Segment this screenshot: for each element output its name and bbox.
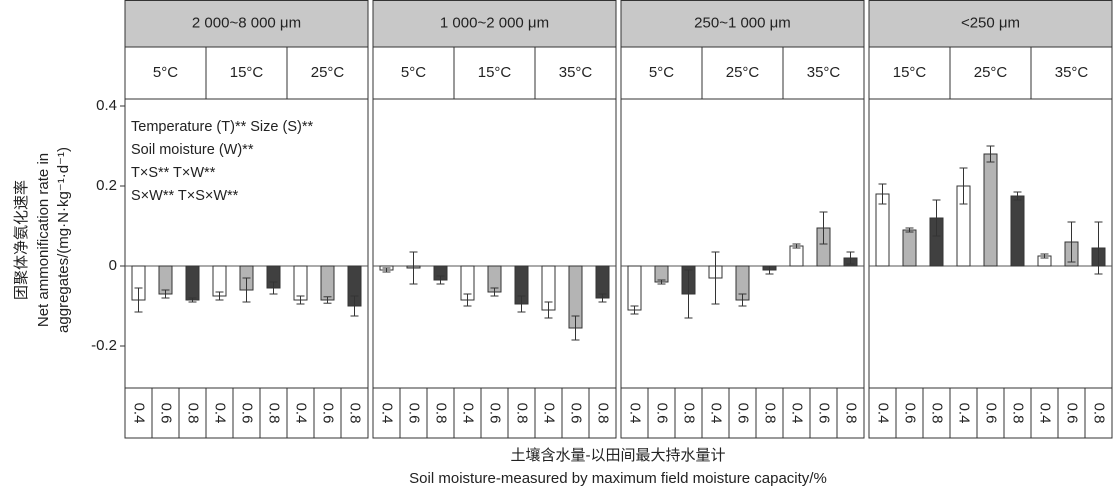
x-tick-label: 0.8: [185, 403, 202, 424]
x-tick-label: 0.6: [568, 403, 585, 424]
group-label: 15°C: [893, 64, 927, 81]
y-tick-label: 0: [109, 257, 117, 274]
facet-title: <250 μm: [961, 14, 1020, 31]
x-tick-label: 0.4: [379, 403, 396, 424]
y-tick-label: 0.2: [96, 177, 117, 194]
x-tick-label: 0.8: [433, 403, 450, 424]
bar: [320, 265, 335, 301]
x-tick-label: 0.4: [541, 403, 558, 424]
x-tick-label: 0.8: [1010, 403, 1027, 424]
x-tick-label: 0.8: [929, 403, 946, 424]
x-tick-label: 0.8: [762, 403, 779, 424]
bar: [902, 229, 917, 267]
x-tick-label: 0.4: [789, 403, 806, 424]
group-label: 35°C: [807, 64, 841, 81]
group-strip: [868, 46, 1113, 100]
group-label: 35°C: [1055, 64, 1089, 81]
x-tick-label: 0.6: [983, 403, 1000, 424]
bar: [595, 265, 610, 299]
x-tick-label: 0.8: [681, 403, 698, 424]
group-label: 5°C: [401, 64, 426, 81]
x-label-zh: 土壤含水量-以田间最大持水量计: [510, 446, 725, 464]
facet-header: [372, 0, 617, 48]
annotation: T×S** T×W**: [131, 165, 216, 181]
group-label: 35°C: [559, 64, 593, 81]
group-label: 25°C: [726, 64, 760, 81]
y-tick-label: -0.2: [91, 337, 117, 354]
y-label-en: Net ammonification rate in: [35, 153, 52, 327]
x-tick-label: 0.6: [320, 403, 337, 424]
x-tick-label: 0.8: [595, 403, 612, 424]
x-tick-label: 0.4: [212, 403, 229, 424]
facet-title: 2 000~8 000 μm: [192, 14, 301, 31]
bar: [185, 265, 200, 301]
facet-title: 250~1 000 μm: [694, 14, 791, 31]
bar: [1010, 195, 1025, 267]
x-tick-label: 0.4: [627, 403, 644, 424]
bar: [627, 265, 642, 311]
group-label: 25°C: [311, 64, 345, 81]
y-label-en: aggregates/(mg·N·kg⁻¹·d⁻¹): [55, 147, 72, 333]
plot-area: [124, 98, 369, 389]
bar: [789, 245, 804, 267]
x-tick-label: 0.6: [487, 403, 504, 424]
group-label: 25°C: [974, 64, 1008, 81]
group-label: 5°C: [649, 64, 674, 81]
x-tick-label: 0.4: [293, 403, 310, 424]
group-label: 5°C: [153, 64, 178, 81]
x-tick-label: 0.6: [735, 403, 752, 424]
bar: [983, 153, 998, 267]
bar: [875, 193, 890, 267]
facet-header: [124, 0, 369, 48]
group-strip: [124, 46, 369, 100]
x-tick-label: 0.8: [347, 403, 364, 424]
x-tick-label: 0.8: [1091, 403, 1108, 424]
x-tick-label: 0.6: [816, 403, 833, 424]
annotation: Soil moisture (W)**: [131, 142, 254, 158]
x-tick-label: 0.8: [514, 403, 531, 424]
x-tick-label: 0.8: [843, 403, 860, 424]
plot-area: [372, 98, 617, 389]
x-tick-label: 0.6: [1064, 403, 1081, 424]
x-tick-label: 0.4: [875, 403, 892, 424]
x-tick-label: 0.8: [266, 403, 283, 424]
x-tick-label: 0.4: [1037, 403, 1054, 424]
x-tick-label: 0.4: [131, 403, 148, 424]
x-label-en: Soil moisture-measured by maximum field …: [409, 470, 827, 487]
annotation: Temperature (T)** Size (S)**: [131, 119, 313, 135]
x-tick-label: 0.4: [708, 403, 725, 424]
category-strip: [620, 387, 865, 439]
x-tick-label: 0.6: [902, 403, 919, 424]
category-strip: [124, 387, 369, 439]
group-label: 15°C: [478, 64, 512, 81]
category-strip: [868, 387, 1113, 439]
y-tick-label: 0.4: [96, 97, 117, 114]
group-strip: [372, 46, 617, 100]
x-tick-label: 0.4: [956, 403, 973, 424]
x-tick-label: 0.6: [239, 403, 256, 424]
facet-header: [620, 0, 865, 48]
annotation: S×W** T×S×W**: [131, 188, 239, 204]
y-label-zh: 团聚体净氨化速率: [12, 180, 30, 300]
facet-title: 1 000~2 000 μm: [440, 14, 549, 31]
x-tick-label: 0.6: [654, 403, 671, 424]
category-strip: [372, 387, 617, 439]
x-tick-label: 0.6: [406, 403, 423, 424]
x-tick-label: 0.6: [158, 403, 175, 424]
facet-header: [868, 0, 1113, 48]
x-tick-label: 0.4: [460, 403, 477, 424]
group-label: 15°C: [230, 64, 264, 81]
bar: [293, 265, 308, 301]
